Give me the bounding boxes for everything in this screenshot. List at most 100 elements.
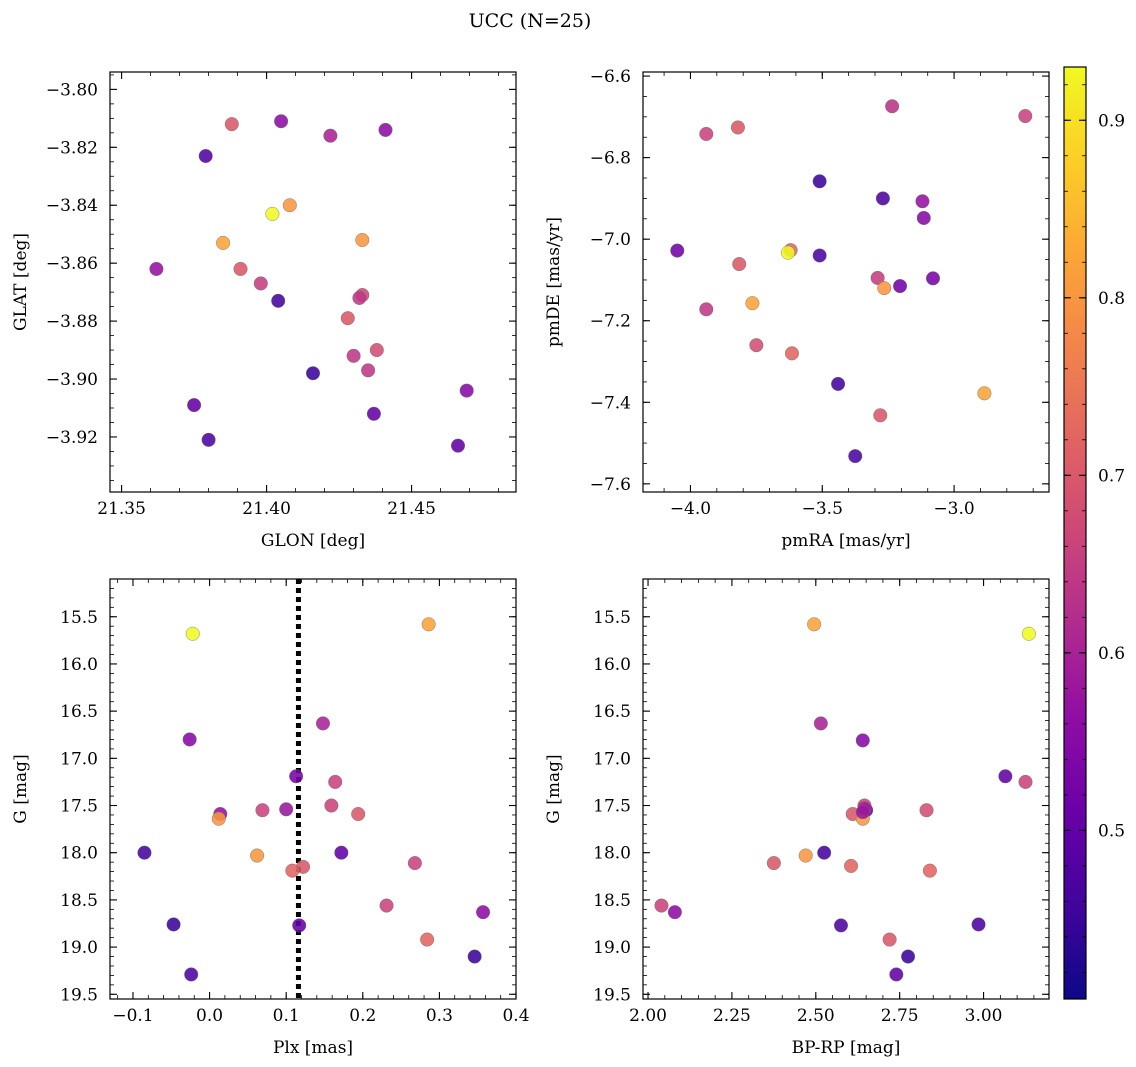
data-point [184, 967, 199, 982]
y-tick-label: 18.5 [593, 891, 631, 911]
data-point [185, 626, 200, 641]
x-tick-label: 0.4 [502, 1006, 529, 1026]
x-tick-label: −3.0 [933, 499, 974, 519]
x-tick-label: 21.40 [242, 499, 291, 519]
y-tick-label: 19.5 [593, 985, 631, 1005]
colorbar-gradient [1064, 67, 1086, 999]
data-point [420, 932, 435, 947]
data-point [369, 343, 384, 358]
data-point [467, 949, 482, 964]
y-tick-label: 19.5 [60, 985, 98, 1005]
data-point [201, 432, 216, 447]
x-tick-label: 21.35 [97, 499, 146, 519]
data-point [885, 99, 900, 114]
data-point [187, 398, 202, 413]
points [654, 617, 1036, 982]
data-point [285, 863, 300, 878]
data-point [306, 366, 321, 381]
data-point [346, 348, 361, 363]
x-tick-label: 21.45 [387, 499, 436, 519]
y-tick-label: −3.80 [46, 80, 98, 100]
data-point [812, 174, 827, 189]
y-tick-label: 18.0 [60, 844, 98, 864]
data-point [355, 232, 370, 247]
y-tick-label: −6.8 [590, 149, 631, 169]
y-tick-label: 17.0 [593, 749, 631, 769]
y-tick-label: −3.82 [46, 138, 98, 158]
minor-ticks [110, 72, 516, 492]
data-point [361, 363, 376, 378]
data-point [407, 856, 422, 871]
y-tick-label: 16.5 [593, 702, 631, 722]
points [137, 617, 491, 982]
data-point [971, 917, 986, 932]
data-point [998, 769, 1013, 784]
y-tick-label: 15.5 [60, 608, 98, 628]
y-tick-label: 19.0 [60, 938, 98, 958]
data-point [216, 235, 231, 250]
data-point [855, 733, 870, 748]
y-tick-label: −3.88 [46, 312, 98, 332]
data-point [977, 386, 992, 401]
data-point [265, 206, 280, 221]
colorbar-tick-label: 0.9 [1098, 111, 1125, 131]
data-point [451, 438, 466, 453]
data-point [919, 803, 934, 818]
y-tick-label: 16.5 [60, 702, 98, 722]
minor-ticks [110, 578, 517, 999]
x-axis-label: GLON [deg] [261, 531, 365, 551]
data-point [352, 290, 367, 305]
data-point [699, 302, 714, 317]
panel-glon-glat: 21.35 21.40 21.45 −3.92 −3.90 −3.88 −3.86 −3.84… [11, 71, 517, 551]
colorbar: 0.5 0.6 0.7 0.8 0.9 [1063, 66, 1125, 1000]
data-point [807, 617, 822, 632]
data-point [875, 191, 890, 206]
panel-pmra-pmde: −4.0 −3.5 −3.0 −7.6 −7.4 −7.2 −7.0 −6.8 −6.6 pmRA… [544, 67, 1050, 551]
x-tick-label: 0.0 [196, 1006, 223, 1026]
panels: 21.35 21.40 21.45 −3.92 −3.90 −3.88 −3.86 −3.84… [11, 67, 1050, 1058]
x-tick-label: 0.2 [349, 1006, 376, 1026]
x-axis-label: pmRA [mas/yr] [781, 531, 910, 551]
data-point [873, 408, 888, 423]
y-tick-label: 17.5 [593, 797, 631, 817]
y-tick-label: 16.0 [60, 655, 98, 675]
y-tick-label: 19.0 [593, 938, 631, 958]
data-point [250, 848, 265, 863]
data-point [137, 845, 152, 860]
figure-title: UCC (N=25) [469, 10, 592, 32]
data-point [233, 261, 248, 276]
data-point [730, 120, 745, 135]
data-point [1018, 109, 1033, 124]
y-axis-label: GLAT [deg] [11, 233, 31, 331]
data-point [855, 805, 870, 820]
data-point [915, 194, 930, 209]
points [149, 114, 474, 453]
data-point [844, 858, 859, 873]
data-point [459, 383, 474, 398]
y-tick-label: 17.0 [60, 749, 98, 769]
y-axis-label: pmDE [mas/yr] [544, 217, 564, 347]
x-tick-label: 2.00 [629, 1006, 667, 1026]
data-point [274, 114, 289, 129]
data-point [889, 967, 904, 982]
data-point [833, 918, 848, 933]
data-point [798, 848, 813, 863]
data-point [916, 210, 931, 225]
data-point [289, 769, 304, 784]
y-axis-label: G [mag] [544, 754, 564, 823]
points [670, 99, 1033, 464]
data-point [667, 905, 682, 920]
panel-plx-g: −0.1 0.0 0.1 0.2 0.3 0.4 15.5 16.0 16.5 17.0 17.5 1… [11, 578, 530, 1058]
data-point [166, 917, 181, 932]
data-point [781, 245, 796, 260]
axes-frame [109, 578, 517, 1000]
axes-frame [109, 71, 517, 493]
data-point [1021, 626, 1036, 641]
data-point [149, 261, 164, 276]
data-point [766, 856, 781, 871]
data-point [654, 898, 669, 913]
data-point [745, 296, 760, 311]
x-tick-label: 2.25 [713, 1006, 751, 1026]
data-point [813, 716, 828, 731]
data-point [893, 279, 908, 294]
